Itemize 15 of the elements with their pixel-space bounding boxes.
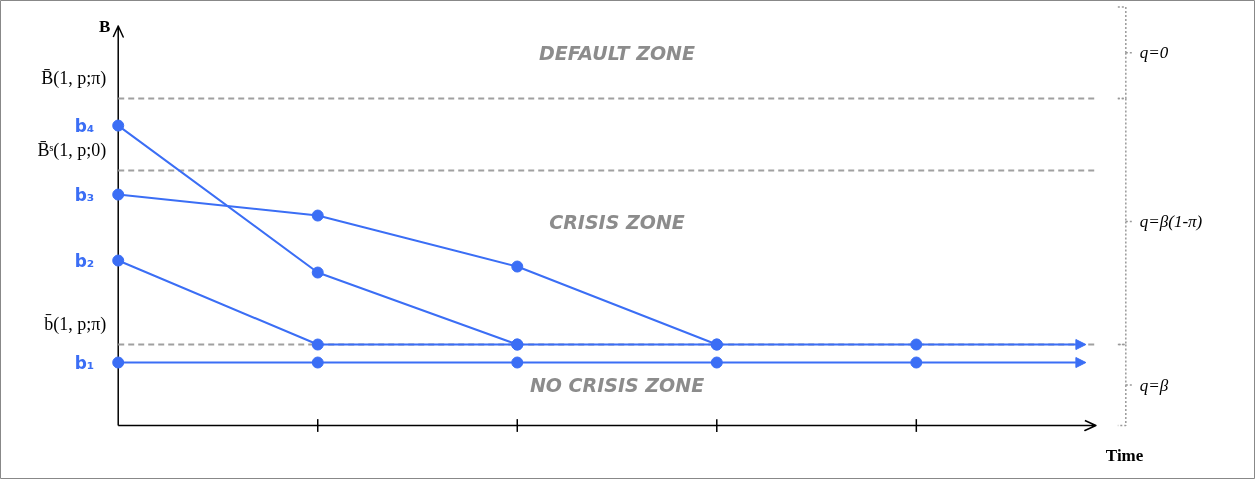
text: q=0	[1139, 43, 1169, 63]
annotation: CRISIS ZONE	[549, 210, 685, 233]
ref-line-label: b̄(1, p;π)	[44, 313, 107, 335]
series-label: b₄	[74, 115, 95, 136]
annotation: NO CRISIS ZONE	[529, 374, 705, 397]
series-label: b₁	[74, 352, 95, 373]
series-label: b₃	[74, 184, 95, 205]
text: q=β	[1139, 375, 1169, 395]
text: q=β(1-π)	[1139, 212, 1203, 232]
x-axis-title: Time	[1105, 446, 1144, 466]
ref-line-label: B̄(1, p;π)	[41, 67, 107, 89]
series-label: b₂	[74, 250, 95, 271]
ref-line-label: B̄ˢ(1, p;0)	[37, 139, 107, 161]
text: DEFAULT ZONE	[539, 41, 695, 64]
text: B	[98, 16, 111, 36]
